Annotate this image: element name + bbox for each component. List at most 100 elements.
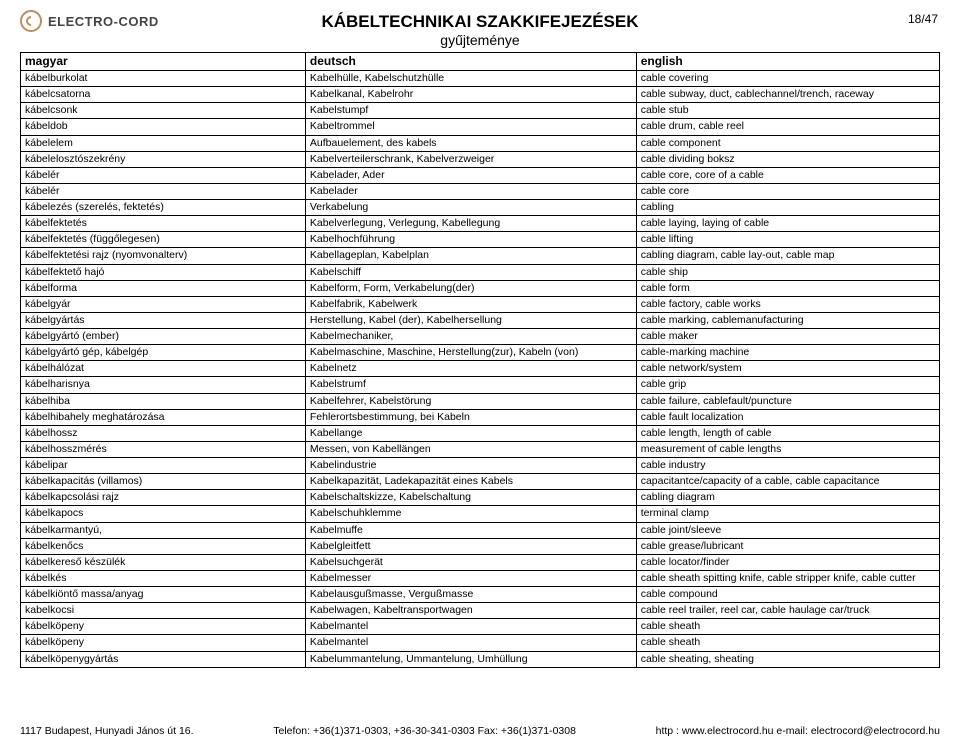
table-cell: kábelhosszmérés (21, 441, 306, 457)
table-row: kábelhibaKabelfehrer, Kabelstörungcable … (21, 393, 940, 409)
table-cell: Kabelmantel (305, 635, 636, 651)
table-cell: kábelharisnya (21, 377, 306, 393)
table-row: kábeldobKabeltrommelcable drum, cable re… (21, 119, 940, 135)
table-cell: Kabelkapazität, Ladekapazität eines Kabe… (305, 474, 636, 490)
table-cell: kábelkapacitás (villamos) (21, 474, 306, 490)
table-cell: Kabelmesser (305, 570, 636, 586)
logo: ELECTRO-CORD (20, 10, 159, 32)
table-cell: kábelkiöntő massa/anyag (21, 587, 306, 603)
table-cell: kábelkereső készülék (21, 554, 306, 570)
table-cell: cable sheating, sheating (636, 651, 939, 667)
table-cell: cable fault localization (636, 409, 939, 425)
table-cell: kábelforma (21, 280, 306, 296)
table-row: kábelkenőcsKabelgleitfettcable grease/lu… (21, 538, 940, 554)
table-cell: Kabelader (305, 183, 636, 199)
table-cell: kábeldob (21, 119, 306, 135)
table-cell: Verkabelung (305, 200, 636, 216)
footer-phone: Telefon: +36(1)371-0303, +36-30-341-0303… (273, 725, 576, 737)
table-cell: Kabelform, Form, Verkabelung(der) (305, 280, 636, 296)
table-cell: kábelhossz (21, 425, 306, 441)
table-cell: Kabellageplan, Kabelplan (305, 248, 636, 264)
table-cell: Kabelverlegung, Verlegung, Kabellegung (305, 216, 636, 232)
table-cell: kábelkapocs (21, 506, 306, 522)
table-cell: kábelköpeny (21, 635, 306, 651)
table-cell: kábelelosztószekrény (21, 151, 306, 167)
table-row: kábelhosszmérésMessen, von Kabellängenme… (21, 441, 940, 457)
table-cell: kábelgyár (21, 296, 306, 312)
table-row: kábelkarmantyú,Kabelmuffecable joint/sle… (21, 522, 940, 538)
table-row: kábeliparKabelindustriecable industry (21, 458, 940, 474)
table-cell: Kabelkanal, Kabelrohr (305, 87, 636, 103)
table-cell: cable drum, cable reel (636, 119, 939, 135)
table-row: kábelharisnyaKabelstrumfcable grip (21, 377, 940, 393)
table-cell: kábelgyártó (ember) (21, 329, 306, 345)
table-cell: cabling (636, 200, 939, 216)
table-row: kábelformaKabelform, Form, Verkabelung(d… (21, 280, 940, 296)
table-cell: Kabelmechaniker, (305, 329, 636, 345)
table-cell: kábelelem (21, 135, 306, 151)
table-cell: cable-marking machine (636, 345, 939, 361)
table-cell: cable component (636, 135, 939, 151)
table-cell: kábelezés (szerelés, fektetés) (21, 200, 306, 216)
logo-text: ELECTRO-CORD (48, 14, 159, 29)
table-row: kábelhibahely meghatározásaFehlerortsbes… (21, 409, 940, 425)
table-row: kábelköpenyKabelmantelcable sheath (21, 619, 940, 635)
table-cell: Kabellange (305, 425, 636, 441)
table-cell: cable sheath spitting knife, cable strip… (636, 570, 939, 586)
table-cell: Fehlerortsbestimmung, bei Kabeln (305, 409, 636, 425)
table-cell: Kabelausgußmasse, Vergußmasse (305, 587, 636, 603)
table-cell: Messen, von Kabellängen (305, 441, 636, 457)
table-cell: Kabelschuhklemme (305, 506, 636, 522)
table-cell: kábelér (21, 183, 306, 199)
table-row: kábelgyártó gép, kábelgépKabelmaschine, … (21, 345, 940, 361)
table-cell: kábelhiba (21, 393, 306, 409)
logo-icon (20, 10, 42, 32)
table-cell: kábelkenőcs (21, 538, 306, 554)
table-cell: cabling diagram (636, 490, 939, 506)
table-cell: kábelfektetés (21, 216, 306, 232)
table-row: kábelgyártásHerstellung, Kabel (der), Ka… (21, 312, 940, 328)
table-cell: kábelköpenygyártás (21, 651, 306, 667)
table-row: kábelhosszKabellangecable length, length… (21, 425, 940, 441)
table-cell: cable form (636, 280, 939, 296)
table-cell: kábelcsonk (21, 103, 306, 119)
table-cell: Kabelnetz (305, 361, 636, 377)
footer-web: http : www.electrocord.hu e-mail: electr… (656, 725, 940, 737)
table-cell: kábelfektetés (függőlegesen) (21, 232, 306, 248)
table-cell: capacitantce/capacity of a cable, cable … (636, 474, 939, 490)
table-row: kábelkésKabelmessercable sheath spitting… (21, 570, 940, 586)
page-number: 18/47 (908, 12, 938, 26)
table-row: kábelelosztószekrényKabelverteilerschran… (21, 151, 940, 167)
table-cell: cable maker (636, 329, 939, 345)
table-row: kábelcsonkKabelstumpfcable stub (21, 103, 940, 119)
table-cell: Aufbauelement, des kabels (305, 135, 636, 151)
table-cell: kábelhibahely meghatározása (21, 409, 306, 425)
table-cell: cable locator/finder (636, 554, 939, 570)
table-cell: cabling diagram, cable lay-out, cable ma… (636, 248, 939, 264)
table-row: kábelfektetési rajz (nyomvonalterv)Kabel… (21, 248, 940, 264)
table-cell: kábelkarmantyú, (21, 522, 306, 538)
table-cell: cable marking, cablemanufacturing (636, 312, 939, 328)
table-row: kábelkapcsolási rajzKabelschaltskizze, K… (21, 490, 940, 506)
footer-address: 1117 Budapest, Hunyadi János út 16. (20, 725, 194, 737)
table-cell: kábelfektetési rajz (nyomvonalterv) (21, 248, 306, 264)
table-row: kábelérKabeladercable core (21, 183, 940, 199)
table-row: kábelkereső készülékKabelsuchgerätcable … (21, 554, 940, 570)
col-header-deutsch: deutsch (305, 53, 636, 71)
table-cell: Kabeltrommel (305, 119, 636, 135)
table-cell: cable reel trailer, reel car, cable haul… (636, 603, 939, 619)
table-cell: Kabelschiff (305, 264, 636, 280)
table-cell: cable core (636, 183, 939, 199)
footer: 1117 Budapest, Hunyadi János út 16. Tele… (20, 725, 940, 737)
table-cell: cable compound (636, 587, 939, 603)
table-cell: cable length, length of cable (636, 425, 939, 441)
glossary-table: magyar deutsch english kábelburkolatKabe… (20, 52, 940, 668)
table-cell: Kabelmantel (305, 619, 636, 635)
table-cell: Kabelwagen, Kabeltransportwagen (305, 603, 636, 619)
table-cell: Kabelhochführung (305, 232, 636, 248)
table-row: kábelgyártó (ember)Kabelmechaniker,cable… (21, 329, 940, 345)
table-cell: Kabelfehrer, Kabelstörung (305, 393, 636, 409)
table-cell: kábelburkolat (21, 71, 306, 87)
table-cell: kábelér (21, 167, 306, 183)
table-cell: cable core, core of a cable (636, 167, 939, 183)
